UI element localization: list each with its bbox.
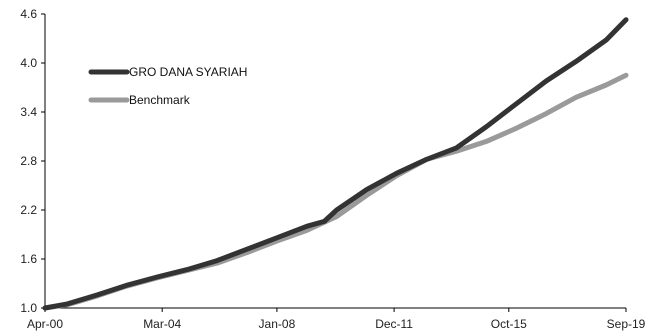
y-tick-label: 2.8 <box>20 154 37 168</box>
y-tick-label: 4.0 <box>20 56 37 70</box>
y-tick-label: 1.0 <box>20 301 37 315</box>
axes <box>44 14 626 309</box>
legend-label: Benchmark <box>129 93 191 107</box>
series-line-gro-dana-syariah <box>42 17 629 311</box>
series-layer <box>42 17 629 311</box>
x-tick-label: Mar-04 <box>143 317 181 331</box>
y-tick-label: 4.6 <box>20 7 37 21</box>
series-line-benchmark <box>42 72 629 311</box>
x-tick-label: Oct-15 <box>491 317 527 331</box>
x-axis-ticks: Apr-00 Mar-04 Jan-08 Dec-11 Oct-15 Sep-19 <box>27 308 646 331</box>
x-tick-label: Sep-19 <box>607 317 646 331</box>
y-tick-label: 2.2 <box>20 203 37 217</box>
x-tick-label: Jan-08 <box>259 317 296 331</box>
legend-label: GRO DANA SYARIAH <box>129 65 247 79</box>
x-tick-label: Apr-00 <box>27 317 63 331</box>
legend: GRO DANA SYARIAH Benchmark <box>88 65 247 107</box>
y-axis-ticks: 1.0 1.6 2.2 2.8 3.4 4.0 4.6 <box>20 7 45 315</box>
y-tick-label: 1.6 <box>20 252 37 266</box>
x-tick-label: Dec-11 <box>375 317 413 331</box>
y-tick-label: 3.4 <box>20 105 37 119</box>
